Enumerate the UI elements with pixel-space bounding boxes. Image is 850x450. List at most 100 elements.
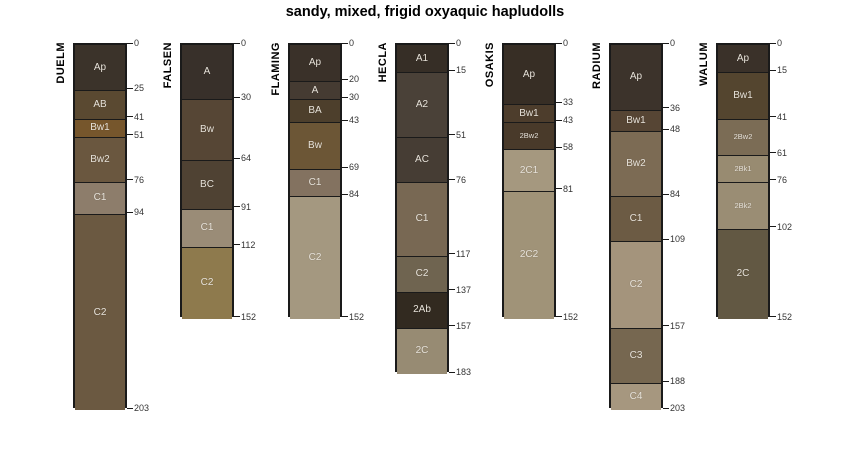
horizon-label: 2Bw2 [733,132,753,142]
depth-tick-label: 152 [349,311,365,322]
horizon-label: C1 [415,213,429,225]
depth-tick-label: 137 [456,284,472,295]
depth-tick [342,316,348,318]
depth-tick [556,42,562,44]
depth-tick [556,146,562,148]
horizon-label: 2Ab [413,304,431,316]
depth-tick-label: 81 [563,183,574,194]
horizon-segment-bw: Bw [182,99,232,161]
horizon-label: C1 [629,213,643,225]
horizon-segment-bw1: Bw1 [718,72,768,119]
depth-tick-label: 0 [134,38,140,48]
chart-title: sandy, mixed, frigid oxyaquic hapludolls [285,4,565,20]
depth-tick-label: 0 [670,38,676,48]
depth-tick [770,42,776,44]
horizon-segment-bw1: Bw1 [504,104,554,123]
soil-column-falsen: FALSEN A Bw BC C1 C2 0 30 64 91 112 152 [162,38,256,322]
depth-tick-label: 25 [134,83,145,93]
soil-column-flaming: FLAMING Ap A BA Bw C1 C2 0 20 30 43 69 84 152 [270,38,364,322]
horizon-segment-2c: 2C [718,228,768,319]
depth-tick [342,119,348,121]
profile-bar: A Bw BC C1 C2 [180,43,234,319]
depth-tick-label: 51 [456,129,467,140]
horizon-segment-ap: Ap [611,45,661,110]
horizon-label: A2 [415,98,429,110]
depth-tick [449,325,455,327]
horizon-label: C1 [93,192,107,204]
depth-tick-label: 188 [670,376,686,387]
horizon-segment-a: A [182,45,232,99]
depth-tick-label: 76 [777,174,788,185]
series-label-flaming: FLAMING [270,42,282,96]
soil-column-hecla: HECLA A1 A2 AC C1 C2 2Ab 2C 0 15 51 76 117 137 157 183 [377,38,471,377]
horizon-label: 2C [736,268,750,280]
depth-tick-label: 102 [777,221,793,232]
horizon-segment-c1: C1 [611,196,661,242]
series-label-falsen: FALSEN [162,42,174,89]
depth-tick-label: 36 [670,102,681,113]
horizon-segment-bw: Bw [290,122,340,170]
horizon-label: C2 [308,251,322,263]
horizon-segment-2bw2: 2Bw2 [718,118,768,155]
horizon-label: C2 [200,277,214,289]
depth-tick-label: 51 [134,129,145,140]
depth-tick [342,96,348,98]
horizon-segment-ac: AC [397,136,447,182]
horizon-segment-2bk1: 2Bk1 [718,154,768,182]
series-label-duelm: DUELM [55,42,67,84]
horizon-segment-ap: Ap [718,45,768,72]
depth-tick [556,316,562,318]
depth-tick-label: 15 [456,65,467,75]
horizon-label: Ap [736,52,750,64]
depth-tick-label: 61 [777,147,788,158]
horizon-segment-bc: BC [182,160,232,209]
depth-tick-label: 94 [134,207,145,218]
horizon-segment-2bw2: 2Bw2 [504,122,554,150]
horizon-segment-ab: AB [75,90,125,119]
soil-column-radium: RADIUM Ap Bw1 Bw2 C1 C2 C3 C4 0 36 48 84 109 157 188 20… [591,38,685,413]
horizon-label: A [203,66,211,77]
profile-bar: Ap Bw1 2Bw2 2C1 2C2 [502,43,556,319]
horizon-segment-2c: 2C [397,327,447,375]
depth-tick [663,325,669,327]
depth-tick-label: 30 [349,92,360,102]
depth-tick-label: 203 [670,403,686,414]
depth-tick-label: 0 [777,38,783,48]
depth-tick-label: 117 [456,248,471,259]
depth-tick [127,42,133,44]
horizon-segment-bw2: Bw2 [75,136,125,182]
horizon-segment-c2: C2 [611,241,661,328]
horizon-segment-c3: C3 [611,327,661,384]
depth-tick-label: 20 [349,74,360,84]
depth-tick-label: 109 [670,234,686,245]
horizon-segment-c1: C1 [75,181,125,215]
horizon-label: 2C2 [519,249,539,261]
horizon-label: Bw2 [90,153,110,165]
horizon-label: C4 [629,391,643,403]
depth-tick [449,69,455,71]
depth-tick-label: 30 [241,92,252,102]
depth-tick-label: 0 [241,38,247,48]
horizon-label: A [311,84,319,96]
profile-bar: Ap AB Bw1 Bw2 C1 C2 [73,43,127,411]
depth-tick [663,407,669,409]
depth-tick-label: 76 [456,174,467,185]
series-label-osakis: OSAKIS [484,42,496,88]
horizon-label: BC [200,178,214,190]
depth-tick [127,134,133,136]
depth-tick [770,226,776,228]
horizon-segment-bw1: Bw1 [75,118,125,137]
horizon-label: Bw1 [733,89,753,101]
horizon-label: 2Bw2 [519,131,539,141]
depth-tick-label: 157 [456,320,472,331]
horizon-segment-ap: Ap [75,45,125,90]
horizon-label: Ap [93,61,107,73]
depth-tick-label: 183 [456,367,472,378]
horizon-segment-a1: A1 [397,45,447,72]
depth-tick-label: 69 [349,162,360,173]
depth-tick [663,238,669,240]
depth-tick [127,87,133,89]
horizon-segment-c1: C1 [182,208,232,247]
depth-tick [663,107,669,109]
